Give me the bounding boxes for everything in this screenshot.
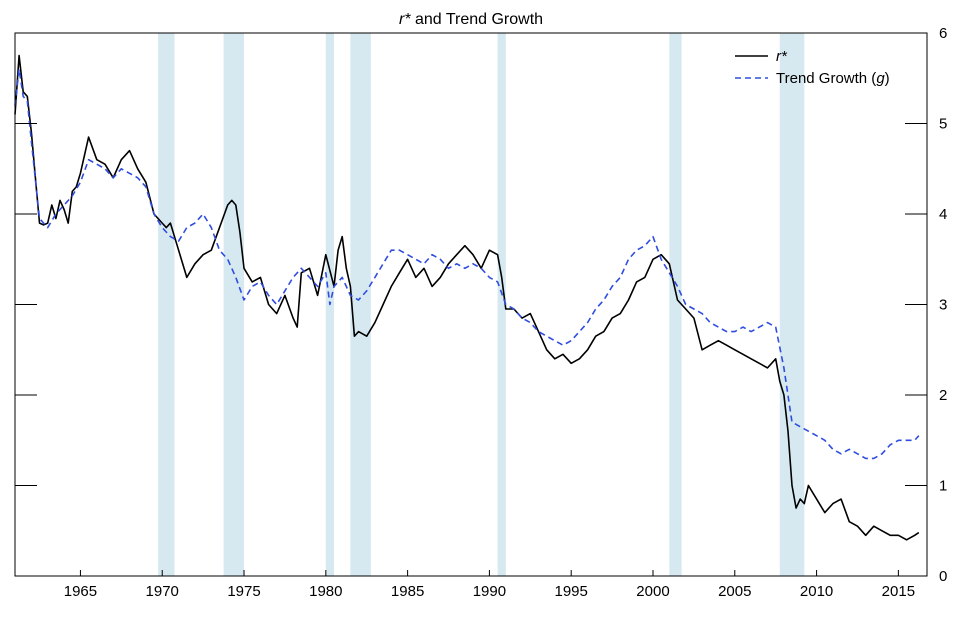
- chart-title: r* and Trend Growth: [399, 11, 543, 28]
- x-tick-label: 1980: [309, 583, 342, 600]
- x-tick-label: 1990: [473, 583, 506, 600]
- x-tick-label: 1975: [227, 583, 260, 600]
- y-tick-label: 2: [939, 387, 947, 404]
- x-tick-label: 2000: [636, 583, 669, 600]
- legend: r* Trend Growth (g): [735, 48, 890, 87]
- y-tick-label: 6: [939, 25, 947, 42]
- x-tick-label: 1970: [146, 583, 179, 600]
- x-tick-label: 2015: [882, 583, 915, 600]
- recession-band: [158, 33, 175, 576]
- x-tick-label: 1985: [391, 583, 424, 600]
- y-tick-label: 5: [939, 116, 947, 133]
- y-tick-label: 1: [939, 478, 947, 495]
- y-tick-label: 4: [939, 206, 947, 223]
- recession-band: [779, 33, 805, 576]
- series-line-r-star: [14, 54, 920, 541]
- legend-label-trend-growth: Trend Growth (g): [776, 70, 890, 87]
- recession-band: [350, 33, 371, 576]
- legend-label-r-star: r*: [776, 48, 788, 65]
- x-axis: 1965 1970 1975 1980 1985 1990 1995 2000 2005 2010…: [64, 570, 915, 600]
- x-tick-label: 2010: [800, 583, 833, 600]
- recession-bands: [158, 33, 805, 576]
- series-line-trend-growth: [14, 68, 920, 460]
- y-axis: 0 1 2 3 4 5 6: [15, 25, 947, 585]
- recession-band: [223, 33, 245, 576]
- x-tick-label: 1965: [64, 583, 97, 600]
- y-tick-label: 3: [939, 297, 947, 314]
- x-tick-label: 1995: [555, 583, 588, 600]
- recession-band: [669, 33, 682, 576]
- x-tick-label: 2005: [718, 583, 751, 600]
- y-tick-label: 0: [939, 568, 947, 585]
- series-lines: [14, 54, 920, 541]
- recession-band: [497, 33, 506, 576]
